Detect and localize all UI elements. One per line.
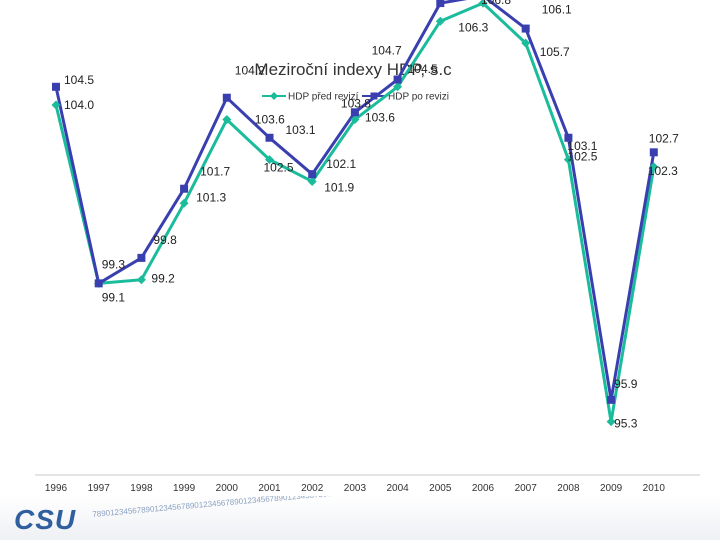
data-label: 104.5 <box>408 62 438 76</box>
point-before <box>606 417 616 427</box>
legend-marker-before <box>270 92 278 100</box>
point-after <box>350 108 359 117</box>
data-label: 99.2 <box>151 272 175 286</box>
point-after <box>308 170 317 179</box>
data-label: 99.8 <box>153 233 177 247</box>
x-tick-label: 2003 <box>344 483 367 494</box>
data-label: 103.1 <box>567 139 597 153</box>
legend-label-after: HDP po revizi <box>388 92 449 103</box>
data-label: 99.3 <box>102 257 126 271</box>
x-tick-label: 2000 <box>216 483 239 494</box>
point-after <box>564 133 573 142</box>
csu-logo: CSU <box>14 504 77 535</box>
point-after <box>607 395 616 404</box>
point-before <box>563 155 573 165</box>
point-before <box>350 115 360 125</box>
x-tick-label: 2005 <box>429 483 452 494</box>
data-label: 102.5 <box>567 150 597 164</box>
data-label: 104.0 <box>64 98 94 112</box>
x-tick-label: 1996 <box>45 483 68 494</box>
data-label: 104.5 <box>64 73 94 87</box>
data-label: 95.3 <box>614 417 638 431</box>
x-tick-label: 2007 <box>515 483 538 494</box>
point-before <box>393 82 403 92</box>
x-tick-label: 1997 <box>88 483 111 494</box>
x-tick-label: 2001 <box>258 483 281 494</box>
footer-bar: CSU 789012345678901234567890123456789012… <box>0 496 720 540</box>
data-label: 104.2 <box>235 64 265 78</box>
x-axis-ticks: 1996 1997 1998 1999 2000 2001 2002 2003 2004 2005… <box>45 483 665 494</box>
data-label: 103.6 <box>255 113 285 127</box>
series-group <box>51 0 659 427</box>
data-label: 101.9 <box>324 180 354 194</box>
x-tick-label: 2009 <box>600 483 623 494</box>
data-label: 102.1 <box>326 157 356 171</box>
point-after <box>521 24 530 33</box>
point-before <box>521 38 531 48</box>
point-before <box>307 176 317 186</box>
chart-title: Meziroční indexy HDP, s.c <box>254 60 452 79</box>
data-label: 102.3 <box>648 164 678 178</box>
x-tick-label: 1999 <box>173 483 196 494</box>
point-after <box>649 148 658 157</box>
x-tick-label: 2002 <box>301 483 324 494</box>
point-before <box>265 155 274 165</box>
x-tick-label: 2008 <box>557 483 580 494</box>
footer-digits: 7890123456789012345678901234567890123456… <box>92 496 642 519</box>
point-before <box>179 198 189 208</box>
point-before <box>435 16 445 26</box>
point-before <box>478 0 488 8</box>
data-label: 99.1 <box>102 290 126 304</box>
data-labels: 104.5 104.0 99.3 99.1 99.8 99.2 101.7 101.3 104.… <box>64 0 679 431</box>
point-after <box>94 279 103 288</box>
point-after <box>222 93 231 102</box>
x-tick-label: 2010 <box>643 483 666 494</box>
data-label: 104.7 <box>372 44 402 58</box>
data-label: 102.7 <box>649 131 679 145</box>
data-label: 101.3 <box>196 190 226 204</box>
data-label: 101.7 <box>200 165 230 179</box>
x-tick-label: 2004 <box>386 483 409 494</box>
point-after <box>180 184 189 193</box>
point-after <box>52 82 60 91</box>
data-label: 103.6 <box>365 111 395 125</box>
chart: Meziroční indexy HDP, s.c HDP před reviz… <box>35 0 700 494</box>
point-before <box>222 115 232 125</box>
x-tick-label: 1998 <box>130 483 153 494</box>
data-label: 106.3 <box>458 20 488 34</box>
point-before <box>649 162 659 172</box>
data-label: 103.1 <box>286 123 316 137</box>
point-before <box>51 100 61 110</box>
data-label: 102.5 <box>264 161 294 175</box>
data-label: 106.8 <box>481 0 511 7</box>
x-tick-label: 2006 <box>472 483 495 494</box>
legend-label-before: HDP před revizí <box>288 92 359 103</box>
point-after <box>137 253 146 262</box>
data-label: 105.7 <box>540 45 570 59</box>
data-label: 106.1 <box>542 3 572 17</box>
data-label: 103.8 <box>341 96 371 110</box>
data-label: 95.9 <box>614 377 638 391</box>
point-after <box>393 75 402 84</box>
point-after <box>265 133 274 142</box>
point-before <box>136 275 146 285</box>
point-after <box>436 0 445 8</box>
